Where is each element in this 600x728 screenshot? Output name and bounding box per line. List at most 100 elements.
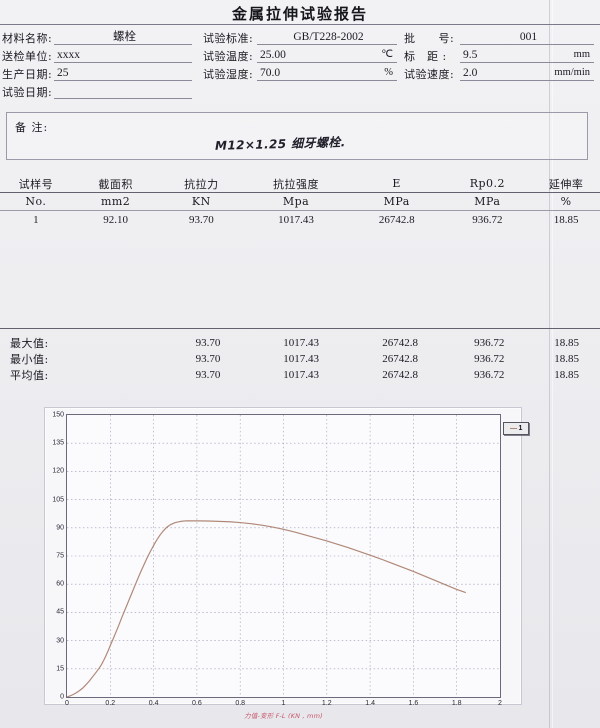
title-divider — [0, 24, 600, 25]
table-rule — [0, 328, 600, 329]
legend-series-label: 1 — [518, 425, 523, 432]
header-field-value-slot[interactable]: 螺栓 — [54, 30, 192, 45]
summary-cell: 1017.43 — [283, 353, 319, 365]
table-cell: MPa — [383, 195, 410, 208]
header-field-row: 试验湿度: 70.0% — [203, 64, 397, 81]
chart-legend[interactable]: 1 — [503, 422, 529, 435]
summary-cell: 93.70 — [195, 337, 221, 349]
header-field-value-slot[interactable]: GB/T228-2002 — [257, 30, 397, 45]
summary-cell: 26742.8 — [382, 337, 418, 349]
chart-y-tick-label: 30 — [56, 637, 64, 645]
summary-cell: 1017.43 — [283, 337, 319, 349]
table-cell: E — [392, 177, 401, 190]
table-cell: 1 — [33, 213, 39, 226]
header-field-value-slot[interactable]: 001 — [460, 30, 594, 45]
header-field-row: 标 距 : 9.5 mm — [404, 46, 594, 63]
summary-cell: 18.85 — [554, 369, 580, 381]
header-field-label: 材料名称: — [2, 32, 53, 45]
header-field-value-slot[interactable]: xxxx — [54, 48, 192, 63]
header-field-value: GB/T228-2002 — [293, 31, 364, 43]
results-table: 试样号 截面积 抗拉力 抗拉强度 E Rp0.2 延伸率 No. mm2 KN Mpa MPa MPa%… — [0, 176, 600, 227]
header-field-value-slot[interactable]: 9.5 mm — [460, 48, 594, 63]
chart-y-tick-label: 75 — [56, 552, 64, 560]
table-cell: 抗拉强度 — [273, 177, 320, 191]
chart-x-tick-label: 1 — [281, 700, 286, 707]
summary-cell: 93.70 — [195, 353, 221, 365]
force-displacement-chart: 力值-变形 F-L (KN , mm) 0 15 30 45 60 75 90 105 120 1… — [44, 407, 529, 720]
remarks-box: 备 注: M12×1.25 细牙螺栓. — [6, 112, 588, 160]
summary-cell: 26742.8 — [382, 353, 418, 365]
header-field-label: 试验日期: — [2, 86, 53, 99]
header-field-label: 标 距 : — [404, 50, 447, 63]
scan-artifact-line — [549, 0, 550, 728]
table-cell: Rp0.2 — [469, 177, 506, 190]
summary-cell: 26742.8 — [382, 369, 418, 381]
table-cell: MPa — [474, 195, 501, 208]
table-cell: 26742.8 — [378, 213, 415, 226]
table-cell: 92.10 — [103, 213, 128, 226]
header-field-label: 批 号: — [404, 32, 455, 45]
remarks-label: 备 注: — [15, 121, 49, 134]
header-field-unit: % — [384, 67, 393, 78]
summary-row: 最大值: 93.70 1017.43 26742.8 936.72 18.85 — [0, 335, 600, 351]
header-field-value-slot[interactable]: 25.00 ℃ — [257, 48, 397, 63]
header-field-value-slot[interactable] — [54, 84, 192, 99]
header-field-row: 材料名称: 螺栓 — [2, 28, 192, 45]
header-field-value-slot[interactable]: 25 — [54, 66, 192, 81]
chart-y-tick-label: 90 — [56, 524, 64, 532]
header-field-unit: ℃ — [381, 49, 393, 60]
header-field-label: 试验标准: — [203, 32, 254, 45]
chart-x-tick-label: 0.6 — [192, 700, 202, 707]
page-title: 金属拉伸试验报告 — [231, 4, 368, 23]
scan-artifact-highlight — [552, 0, 553, 728]
header-field-row: 试验标准: GB/T228-2002 — [203, 28, 397, 45]
chart-y-tick-label: 0 — [60, 693, 64, 701]
table-cell: Mpa — [282, 195, 310, 208]
table-header-row: 试样号 截面积 抗拉力 抗拉强度 E Rp0.2 延伸率 — [0, 176, 600, 191]
chart-x-tick-label: 2 — [498, 700, 502, 707]
header-field-value: 25.00 — [260, 49, 286, 61]
chart-y-tick-label: 60 — [56, 580, 64, 588]
header-field-value: 70.0 — [260, 67, 281, 79]
summary-row-label: 平均值: — [10, 369, 49, 382]
table-cell: KN — [191, 195, 211, 208]
header-field-value: 2.0 — [463, 67, 478, 79]
header-field-value: 9.5 — [463, 49, 478, 61]
header-field-label: 试验速度: — [404, 68, 455, 81]
table-unit-row: No. mm2 KN Mpa MPa MPa% — [0, 194, 600, 209]
summary-cell: 93.70 — [195, 369, 221, 381]
chart-x-tick-label: 0.4 — [148, 700, 159, 707]
chart-x-tick-label: 1.8 — [451, 700, 462, 707]
remarks-handwritten-note: M12×1.25 细牙螺栓. — [214, 135, 346, 153]
summary-row-label: 最大值: — [10, 337, 49, 350]
table-cell: 试样号 — [18, 177, 54, 191]
summary-cell: 18.85 — [554, 337, 580, 349]
header-field-label: 生产日期: — [2, 68, 53, 81]
summary-cell: 18.85 — [554, 353, 580, 365]
chart-y-tick-label: 105 — [52, 496, 64, 504]
summary-row: 最小值: 93.70 1017.43 26742.8 936.72 18.85 — [0, 351, 600, 367]
summary-statistics: 最大值: 93.70 1017.43 26742.8 936.72 18.85 最小值: 93… — [0, 327, 600, 383]
summary-row-label: 最小值: — [10, 353, 49, 366]
header-field-row: 试验温度: 25.00 ℃ — [203, 46, 397, 63]
header-field-value: 螺栓 — [113, 31, 136, 43]
chart-x-tick-label: 0.2 — [105, 700, 116, 707]
header-field-value-slot[interactable]: 2.0 mm/min — [460, 66, 594, 81]
header-field-value: 001 — [519, 31, 538, 43]
header-field-unit: mm — [573, 49, 590, 60]
chart-y-tick-label: 45 — [56, 608, 64, 616]
header-field-label: 试验湿度: — [203, 68, 254, 81]
header-field-value-slot[interactable]: 70.0% — [257, 66, 397, 81]
header-fields: 材料名称: 螺栓 送检单位: xxxx 生产日期: 25 试验日期: 试验标准: GB/T228… — [0, 28, 600, 106]
chart-x-tick-label: 0 — [65, 700, 69, 707]
table-rule — [0, 192, 600, 193]
header-field-unit: mm/min — [554, 67, 590, 78]
table-cell: % — [560, 195, 572, 208]
chart-y-tick-label: 15 — [56, 665, 64, 673]
header-field-value: xxxx — [57, 49, 80, 61]
chart-x-tick-label: 1.4 — [365, 700, 375, 707]
table-cell: mm2 — [100, 195, 131, 208]
summary-cell: 936.72 — [474, 369, 505, 381]
table-cell: 93.70 — [188, 213, 214, 226]
